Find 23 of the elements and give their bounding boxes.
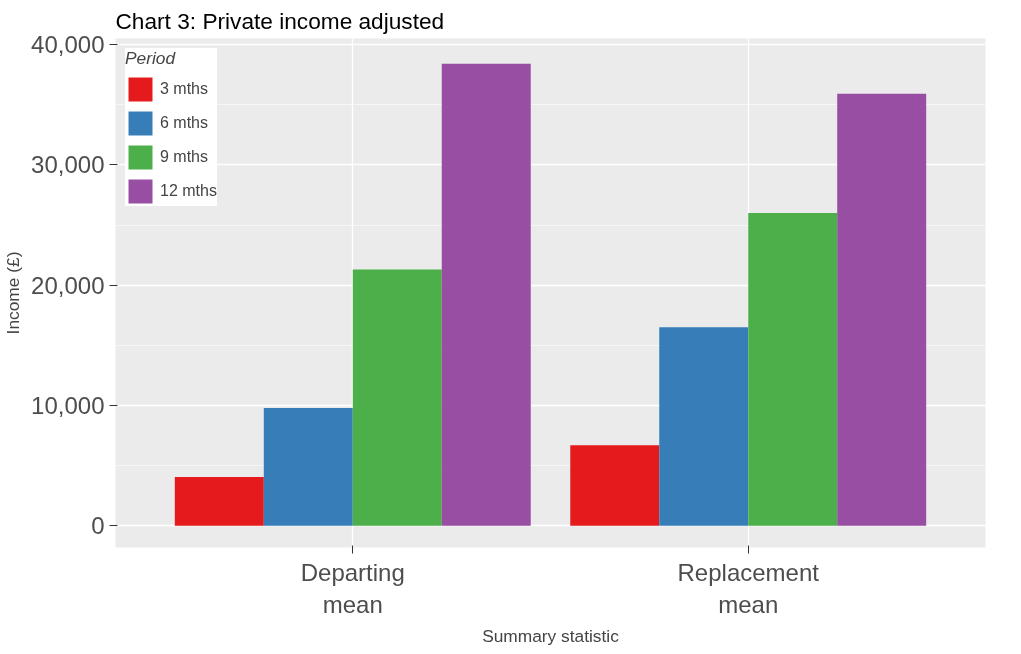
- y-tick-label: 20,000: [31, 271, 105, 299]
- chart-title: Chart 3: Private income adjusted: [115, 7, 445, 34]
- legend-label: 9 mths: [160, 148, 209, 166]
- legend-title: Period: [125, 48, 177, 69]
- bar: [441, 63, 531, 526]
- y-tick-label: 40,000: [31, 31, 105, 59]
- x-tick-label: Departing mean: [300, 558, 405, 618]
- legend-label: 12 mths: [160, 182, 217, 200]
- bar: [659, 327, 749, 526]
- legend-label: 6 mths: [160, 114, 209, 132]
- bar: [570, 445, 660, 526]
- bar: [174, 477, 264, 526]
- legend-label: 3 mths: [160, 80, 209, 98]
- bar: [748, 212, 838, 526]
- bar: [263, 407, 353, 526]
- x-tick-label: Replacement mean: [677, 558, 820, 618]
- x-axis-title: Summary statistic: [482, 625, 620, 646]
- y-axis-title: Income (£): [3, 251, 24, 335]
- y-tick-label: 30,000: [31, 151, 105, 179]
- y-tick-label: 10,000: [31, 392, 105, 420]
- bar: [837, 93, 927, 526]
- y-tick-label: 0: [91, 512, 105, 540]
- bar: [352, 269, 442, 526]
